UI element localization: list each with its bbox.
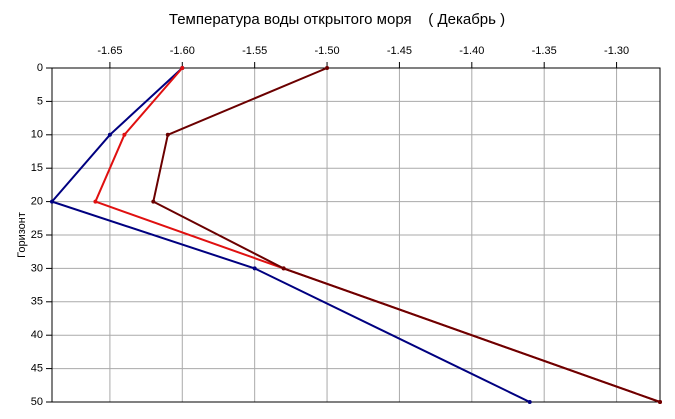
plot-frame <box>51 67 661 403</box>
x-tick-label: -1.55 <box>242 45 267 57</box>
data-point <box>151 199 156 204</box>
y-tick-label: 5 <box>37 95 43 107</box>
y-tick-label: 10 <box>31 129 43 141</box>
data-point <box>252 266 257 271</box>
y-tick-label: 25 <box>31 229 43 241</box>
y-tick-label: 45 <box>31 363 43 375</box>
y-tick-label: 0 <box>37 62 43 74</box>
y-tick-label: 30 <box>31 262 43 274</box>
data-point <box>122 132 127 137</box>
x-tick-label: -1.65 <box>97 45 122 57</box>
chart-title: Температура воды открытого моря ( Декабр… <box>169 11 505 28</box>
data-point <box>325 66 330 70</box>
x-tick-label: -1.60 <box>170 45 195 57</box>
y-tick-label: 15 <box>31 162 43 174</box>
y-tick-label: 50 <box>31 396 43 408</box>
data-point <box>107 132 112 137</box>
data-point <box>527 400 532 404</box>
data-point <box>281 266 286 271</box>
y-tick-label: 35 <box>31 296 43 308</box>
data-point <box>50 199 54 204</box>
x-tick-label: -1.50 <box>315 45 340 57</box>
data-point <box>165 132 170 137</box>
y-axis-label: Горизонт <box>16 212 28 258</box>
x-tick-label: -1.45 <box>387 45 412 57</box>
y-tick-label: 20 <box>31 196 43 208</box>
data-point <box>658 400 662 404</box>
data-point <box>93 199 98 204</box>
y-tick-label: 40 <box>31 329 43 341</box>
x-tick-label: -1.30 <box>604 45 629 57</box>
x-tick-label: -1.35 <box>532 45 557 57</box>
x-tick-label: -1.40 <box>459 45 484 57</box>
data-point <box>180 66 185 70</box>
